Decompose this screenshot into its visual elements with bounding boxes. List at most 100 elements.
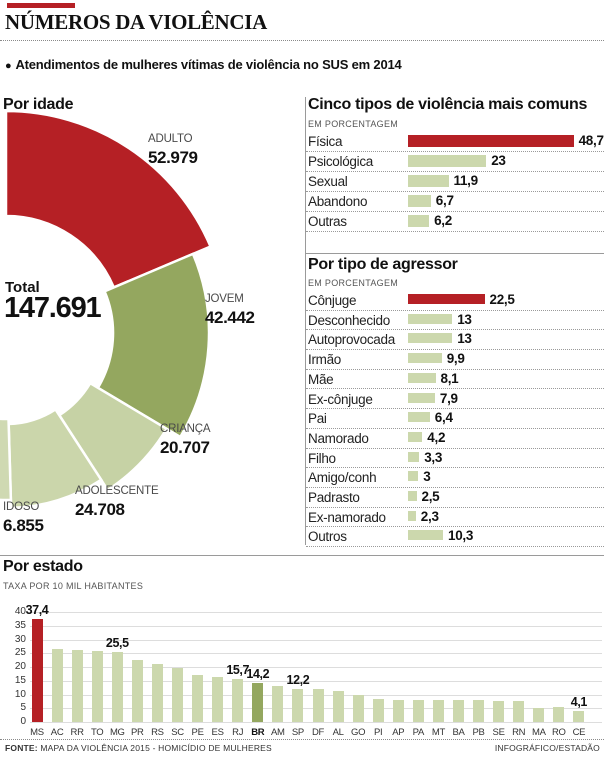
bar-row-label: Outras xyxy=(308,214,347,229)
bar-value: 6,2 xyxy=(434,213,452,228)
source-text: MAPA DA VIOLÊNCIA 2015 - HOMICÍDIO DE MU… xyxy=(37,743,272,753)
bar-row-label: Mãe xyxy=(308,371,334,387)
bar-row-f-sica: Física 48,7 xyxy=(306,132,604,152)
state-label-ba: BA xyxy=(452,727,465,738)
bar xyxy=(408,510,416,521)
bar-value: 23 xyxy=(491,153,506,168)
bar-row-autoprovocada: Autoprovocada 13 xyxy=(306,330,604,351)
bar-value: 9,9 xyxy=(446,351,465,367)
bar-value: 13 xyxy=(457,311,472,327)
infographic-credit: INFOGRÁFICO/ESTADÃO xyxy=(494,743,600,753)
donut-segment-idoso xyxy=(0,417,13,502)
bar xyxy=(408,175,449,187)
donut-section-title: Por idade xyxy=(3,96,74,113)
state-label-pa: PA xyxy=(412,727,425,738)
bar-row-label: Irmão xyxy=(308,352,342,368)
y-axis-tick: 15 xyxy=(14,674,26,686)
bar-row-label: Pai xyxy=(308,411,327,427)
bar xyxy=(408,491,417,501)
state-label-df: DF xyxy=(311,727,325,738)
page-subtitle-text: Atendimentos de mulheres vítimas de viol… xyxy=(15,57,402,72)
state-bar-rn xyxy=(513,700,525,722)
bar-value: 3,3 xyxy=(424,449,443,465)
bar-row-irm-o: Irmão 9,9 xyxy=(306,350,604,370)
y-axis-tick: 0 xyxy=(20,716,26,727)
bullet-icon: ● xyxy=(5,60,12,72)
bar-value: 3 xyxy=(423,469,431,485)
y-axis-tick: 25 xyxy=(14,647,26,659)
state-label-go: GO xyxy=(351,727,366,738)
violence-types-subtitle: EM PORCENTAGEM xyxy=(308,119,399,129)
header-divider xyxy=(0,40,604,41)
gridline xyxy=(30,722,602,723)
bar-row-desconhecido: Desconhecido 13 xyxy=(306,311,604,331)
state-label-rs: RS xyxy=(151,727,164,738)
state-bar-pb xyxy=(473,700,484,722)
bar xyxy=(408,530,443,541)
bar-row-padrasto: Padrasto 2,5 xyxy=(306,488,604,508)
by-state-subtitle: TAXA POR 10 MIL HABITANTES xyxy=(3,581,144,591)
brand-red-mark xyxy=(7,3,75,8)
age-donut-chart xyxy=(0,109,213,510)
state-label-br: BR xyxy=(251,727,265,738)
bar-value: 7,9 xyxy=(439,390,458,406)
bar-row-sexual: Sexual 11,9 xyxy=(306,172,604,192)
state-label-ac: AC xyxy=(50,727,64,738)
bar-row-amigo-conh: Amigo/conh 3 xyxy=(306,468,604,488)
state-bar-ba xyxy=(453,700,464,722)
state-bar-br xyxy=(252,683,264,722)
page-title: NÚMEROS DA VIOLÊNCIA xyxy=(5,10,267,34)
donut-segment-label: JOVEM xyxy=(205,293,244,305)
state-bar-sc xyxy=(172,668,183,722)
bar xyxy=(408,353,442,364)
state-bar-se xyxy=(493,701,505,722)
bar xyxy=(408,333,453,344)
bar xyxy=(408,451,420,462)
bar-row-c-njuge: Cônjuge 22,5 xyxy=(306,291,604,311)
state-label-to: TO xyxy=(90,727,104,738)
bar-row-ex-namorado: Ex-namorado 2,3 xyxy=(306,508,604,528)
bar-row-pai: Pai 6,4 xyxy=(306,409,604,429)
state-label-pi: PI xyxy=(373,727,383,738)
bar-row-outros: Outros 10,3 xyxy=(306,527,604,548)
bar-value: 13 xyxy=(457,331,472,347)
bar-row-label: Psicológica xyxy=(308,154,373,169)
bar xyxy=(408,135,574,147)
y-axis-tick: 5 xyxy=(20,702,26,714)
bar-row-label: Cônjuge xyxy=(308,293,357,308)
state-bar-ro xyxy=(553,707,565,722)
bar xyxy=(408,195,431,207)
panel-divider-vertical xyxy=(305,97,306,545)
violence-types-title: Cinco tipos de violência mais comuns xyxy=(308,96,588,113)
state-value-label: 4,1 xyxy=(570,694,588,709)
donut-segment-label: CRIANÇA xyxy=(160,423,211,435)
source-label: FONTE: xyxy=(5,743,38,753)
aggressor-subtitle: EM PORCENTAGEM xyxy=(308,278,399,288)
gridline xyxy=(30,680,602,682)
donut-total-value: 147.691 xyxy=(4,292,102,324)
bar-row-label: Ex-namorado xyxy=(308,509,386,525)
state-label-rn: RN xyxy=(512,727,526,738)
state-label-mg: MG xyxy=(109,727,125,738)
donut-segment-value: 24.708 xyxy=(75,500,125,519)
state-bar-rr xyxy=(71,650,83,722)
donut-segment-value: 20.707 xyxy=(160,438,210,457)
state-label-pe: PE xyxy=(191,727,204,738)
page-subtitle: ● Atendimentos de mulheres vítimas de vio… xyxy=(5,57,402,72)
bar-row-namorado: Namorado 4,2 xyxy=(306,429,604,449)
state-label-am: AM xyxy=(270,727,285,738)
state-label-sp: SP xyxy=(291,727,304,738)
state-value-label: 15,7 xyxy=(226,662,250,677)
bar-value: 2,5 xyxy=(421,489,440,504)
y-axis-tick: 35 xyxy=(14,619,26,631)
gridline xyxy=(30,612,602,613)
bar-value: 48,7 xyxy=(578,133,604,148)
state-label-sc: SC xyxy=(171,727,184,738)
state-bar-df xyxy=(312,689,324,722)
donut-segment-label: ADOLESCENTE xyxy=(75,485,159,497)
bottom-section-divider xyxy=(0,555,604,556)
state-label-es: ES xyxy=(211,727,224,738)
bar-value: 6,7 xyxy=(435,193,454,208)
y-axis-tick: 40 xyxy=(14,606,26,617)
